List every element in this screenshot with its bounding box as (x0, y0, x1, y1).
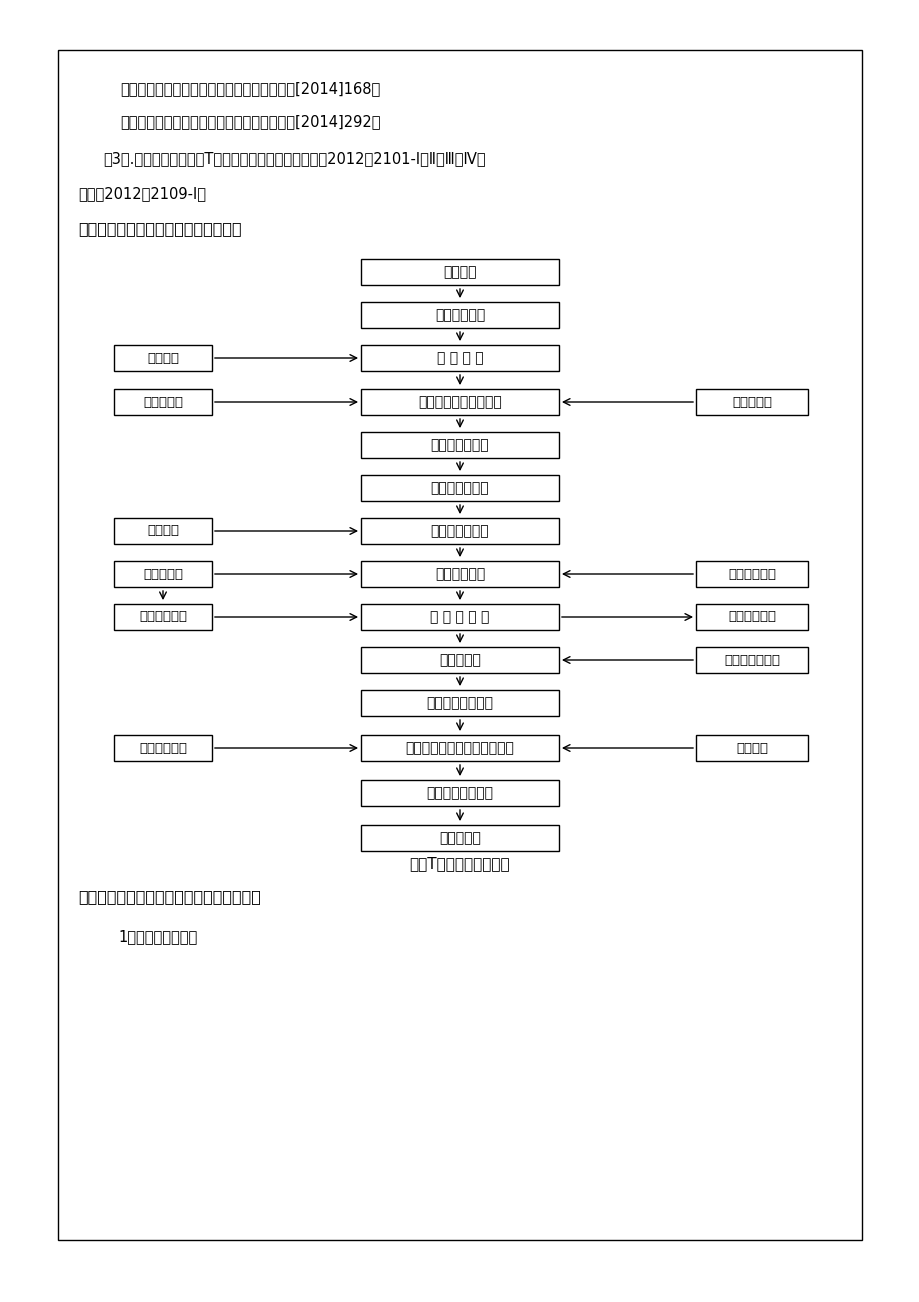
Bar (360, 518, 559, 544)
Bar (114, 736, 211, 760)
Bar (696, 389, 807, 415)
Bar (58, 49, 861, 1240)
Text: 钐给线下料、穿束: 钐给线下料、穿束 (426, 697, 493, 710)
Bar (114, 561, 211, 587)
Text: 制梁台座设置: 制梁台座设置 (435, 309, 484, 322)
Text: 施工准备: 施工准备 (443, 266, 476, 279)
Text: 四、施工工艺流程及及施工先后顺序：: 四、施工工艺流程及及施工先后顺序： (78, 221, 242, 237)
Bar (360, 345, 559, 371)
Text: 模板尺寸检查: 模板尺寸检查 (727, 568, 775, 581)
Text: 压浆、封锁、养护: 压浆、封锁、养护 (426, 786, 493, 799)
Bar (360, 302, 559, 328)
Bar (360, 475, 559, 501)
Bar (696, 561, 807, 587)
Bar (360, 647, 559, 673)
Text: 安装橡胶棒: 安装橡胶棒 (732, 396, 771, 409)
Text: 端模安装、校正: 端模安装、校正 (430, 437, 489, 452)
Text: 张拉预应力束（初张、终张）: 张拉预应力束（初张、终张） (405, 741, 514, 755)
Text: 校 正 底 模: 校 正 底 模 (437, 352, 482, 365)
Bar (114, 518, 211, 544)
Text: 安装腹板及横隔板钓筋: 安装腹板及横隔板钓筋 (417, 395, 502, 409)
Text: 砣拌制、运输: 砣拌制、运输 (139, 611, 187, 624)
Bar (114, 604, 211, 630)
Text: 预制T梁施工工艺流程图: 预制T梁施工工艺流程图 (409, 857, 510, 871)
Bar (360, 690, 559, 716)
Bar (696, 647, 807, 673)
Text: 校验张拉设备: 校验张拉设备 (139, 742, 187, 754)
Bar (360, 825, 559, 852)
Text: 取样、抗压试验: 取样、抗压试验 (723, 654, 779, 667)
Text: 制混凝土试块: 制混凝土试块 (727, 611, 775, 624)
Text: 侧模安装、校正: 侧模安装、校正 (430, 480, 489, 495)
Bar (360, 561, 559, 587)
Bar (696, 604, 807, 630)
Bar (360, 736, 559, 760)
Text: 抗压试验: 抗压试验 (735, 742, 767, 754)
Text: 《铁路建设项目安全生产管理办法》铁总建设[2014]168号: 《铁路建设项目安全生产管理办法》铁总建设[2014]168号 (119, 82, 380, 96)
Text: （3）.《预制后张法简支T梁（角钐支架方案）》通图（2012）2101-Ⅰ、Ⅱ、Ⅲ、Ⅳ及: （3）.《预制后张法简支T梁（角钐支架方案）》通图（2012）2101-Ⅰ、Ⅱ、… (103, 151, 485, 167)
Bar (360, 604, 559, 630)
Text: 五、施工工艺细则、操作要点及质量标准：: 五、施工工艺细则、操作要点及质量标准： (78, 889, 261, 905)
Bar (696, 736, 807, 760)
Text: 养护、拆模: 养护、拆模 (438, 654, 481, 667)
Text: 1、碎石桦施工细则: 1、碎石桦施工细则 (118, 930, 197, 944)
Bar (360, 432, 559, 458)
Bar (360, 259, 559, 285)
Text: 预埋件安装: 预埋件安装 (142, 396, 183, 409)
Bar (114, 389, 211, 415)
Text: 紧固模板夹具: 紧固模板夹具 (435, 566, 484, 581)
Text: 吸梁、存梁: 吸梁、存梁 (438, 831, 481, 845)
Text: 质量检查: 质量检查 (147, 352, 179, 365)
Text: 原材料检验: 原材料检验 (142, 568, 183, 581)
Text: 《铁路建设项目工程质量管理办法》铁总建设[2014]292号: 《铁路建设项目工程质量管理办法》铁总建设[2014]292号 (119, 115, 380, 129)
Text: 通图（2012）2109-Ⅰ。: 通图（2012）2109-Ⅰ。 (78, 186, 206, 202)
Text: 质量检查: 质量检查 (147, 525, 179, 538)
Text: 安装桥面板钓筋: 安装桥面板钓筋 (430, 523, 489, 538)
Bar (360, 389, 559, 415)
Bar (360, 780, 559, 806)
Bar (114, 345, 211, 371)
Text: 灌 注 混 凝 土: 灌 注 混 凝 土 (430, 611, 489, 624)
